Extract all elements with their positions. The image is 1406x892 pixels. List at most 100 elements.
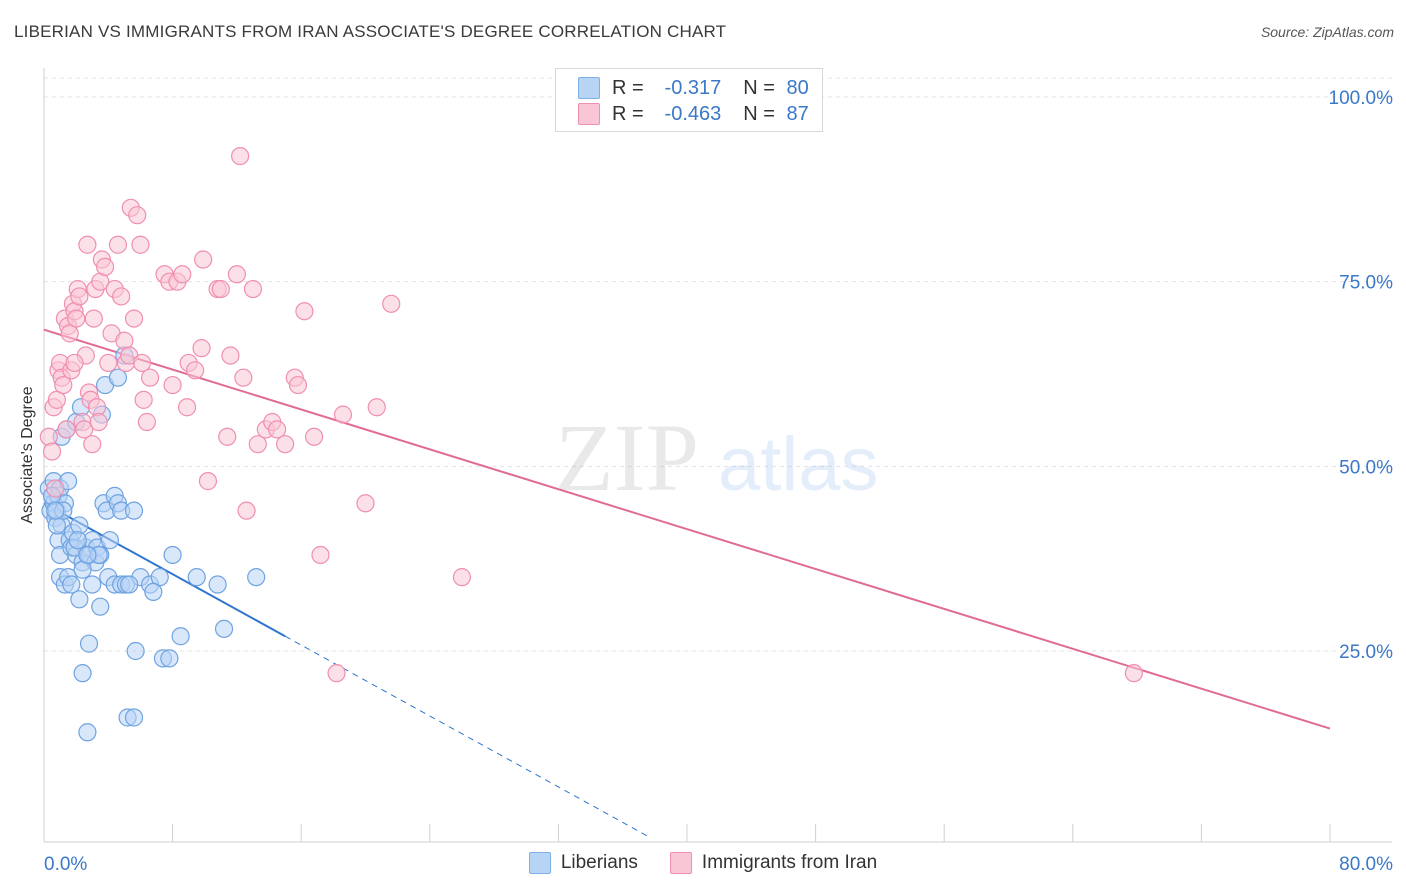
point-iran [95,257,115,276]
point-iran [70,287,89,306]
point-iran [124,309,144,328]
legend-r-label: R = [612,102,644,125]
point-iran [198,472,218,491]
point-iran [227,265,246,284]
point-liberians [108,368,128,387]
point-liberians [171,627,190,646]
trend-line-liberians-extension [284,635,648,837]
point-iran [140,368,160,387]
point-iran [128,206,147,225]
point-iran [177,398,197,417]
point-liberians [208,575,227,594]
point-iran [84,309,103,328]
point-iran [67,309,86,328]
point-iran [78,235,97,254]
point-liberians [120,575,139,594]
point-iran [134,390,153,409]
point-iran [304,427,324,446]
watermark-atlas: atlas [718,422,879,507]
point-iran [295,302,314,321]
point-iran [211,279,230,299]
watermark: ZIP atlas [555,404,879,511]
point-liberians [78,723,97,742]
point-iran [75,420,94,439]
point-iran [112,287,131,306]
legend-r-value: -0.463 [664,102,722,125]
point-iran [243,279,263,299]
legend-swatch-iran [669,852,692,874]
point-iran [367,398,386,417]
point-iran [221,346,240,365]
legend-n-label: N = [743,102,775,125]
point-iran [89,412,108,432]
y-tick-label: 25.0% [1339,642,1393,663]
legend-n-label: N = [743,76,775,99]
trend-line-iran [43,328,1331,730]
point-iran [356,494,375,513]
legend-item-liberians: Liberians [528,852,638,874]
point-liberians [62,575,81,594]
point-iran [192,339,211,358]
legend-swatch-liberians [528,852,551,874]
point-liberians [83,575,102,594]
point-iran [42,442,62,461]
point-iran [83,435,102,454]
point-iran [1124,664,1143,683]
point-liberians [187,568,206,587]
legend-r-value: -0.317 [664,76,722,99]
point-iran [131,235,150,254]
point-liberians [78,545,97,565]
point-liberians [124,501,144,520]
point-liberians [126,641,145,661]
point-liberians [247,568,266,587]
legend-row-liberians: R = -0.317 N = 80 [578,75,809,101]
y-tick-label: 100.0% [1329,88,1394,109]
point-iran [288,375,308,395]
point-iran [237,501,256,520]
point-iran [65,353,84,373]
point-iran [276,435,295,454]
legend-item-iran: Immigrants from Iran [669,852,878,874]
x-tick-label: 0.0% [44,854,87,875]
point-iran [39,427,58,446]
point-liberians [79,634,99,653]
point-iran [108,235,128,254]
source-label: Source: ZipAtlas.com [1260,24,1394,40]
point-iran [54,375,73,395]
y-tick-label: 50.0% [1339,457,1393,478]
legend-swatch-iran [578,103,600,125]
point-iran [248,435,267,454]
point-iran [452,568,472,587]
y-tick-label: 75.0% [1339,273,1393,294]
point-iran [163,375,182,395]
point-liberians [144,582,163,602]
legend-label-liberians: Liberians [560,852,638,873]
legend-label-iran: Immigrants from Iran [701,852,878,873]
point-liberians [70,590,89,609]
legend-row-iran: R = -0.463 N = 87 [578,101,809,127]
point-liberians [73,664,92,683]
point-iran [382,294,401,313]
point-iran [311,545,330,565]
point-liberians [68,531,87,550]
point-iran [137,412,156,432]
point-iran [186,361,205,380]
point-iran [46,479,65,498]
point-iran [234,368,253,387]
series-legend: Liberians Immigrants from Iran [0,852,1406,874]
point-liberians [160,649,179,668]
correlation-legend: R = -0.317 N = 80 R = -0.463 N = 87 [555,68,823,132]
point-liberians [214,619,234,638]
gridlines [44,77,1392,652]
point-iran [194,250,213,269]
point-iran [173,265,192,284]
point-iran [57,420,76,439]
x-tick-label: 80.0% [1339,854,1393,875]
legend-n-value: 87 [786,102,809,125]
legend-r-label: R = [612,76,644,99]
legend-n-value: 80 [786,76,809,99]
point-iran [231,146,250,166]
point-iran [218,427,237,446]
point-iran [99,353,118,373]
